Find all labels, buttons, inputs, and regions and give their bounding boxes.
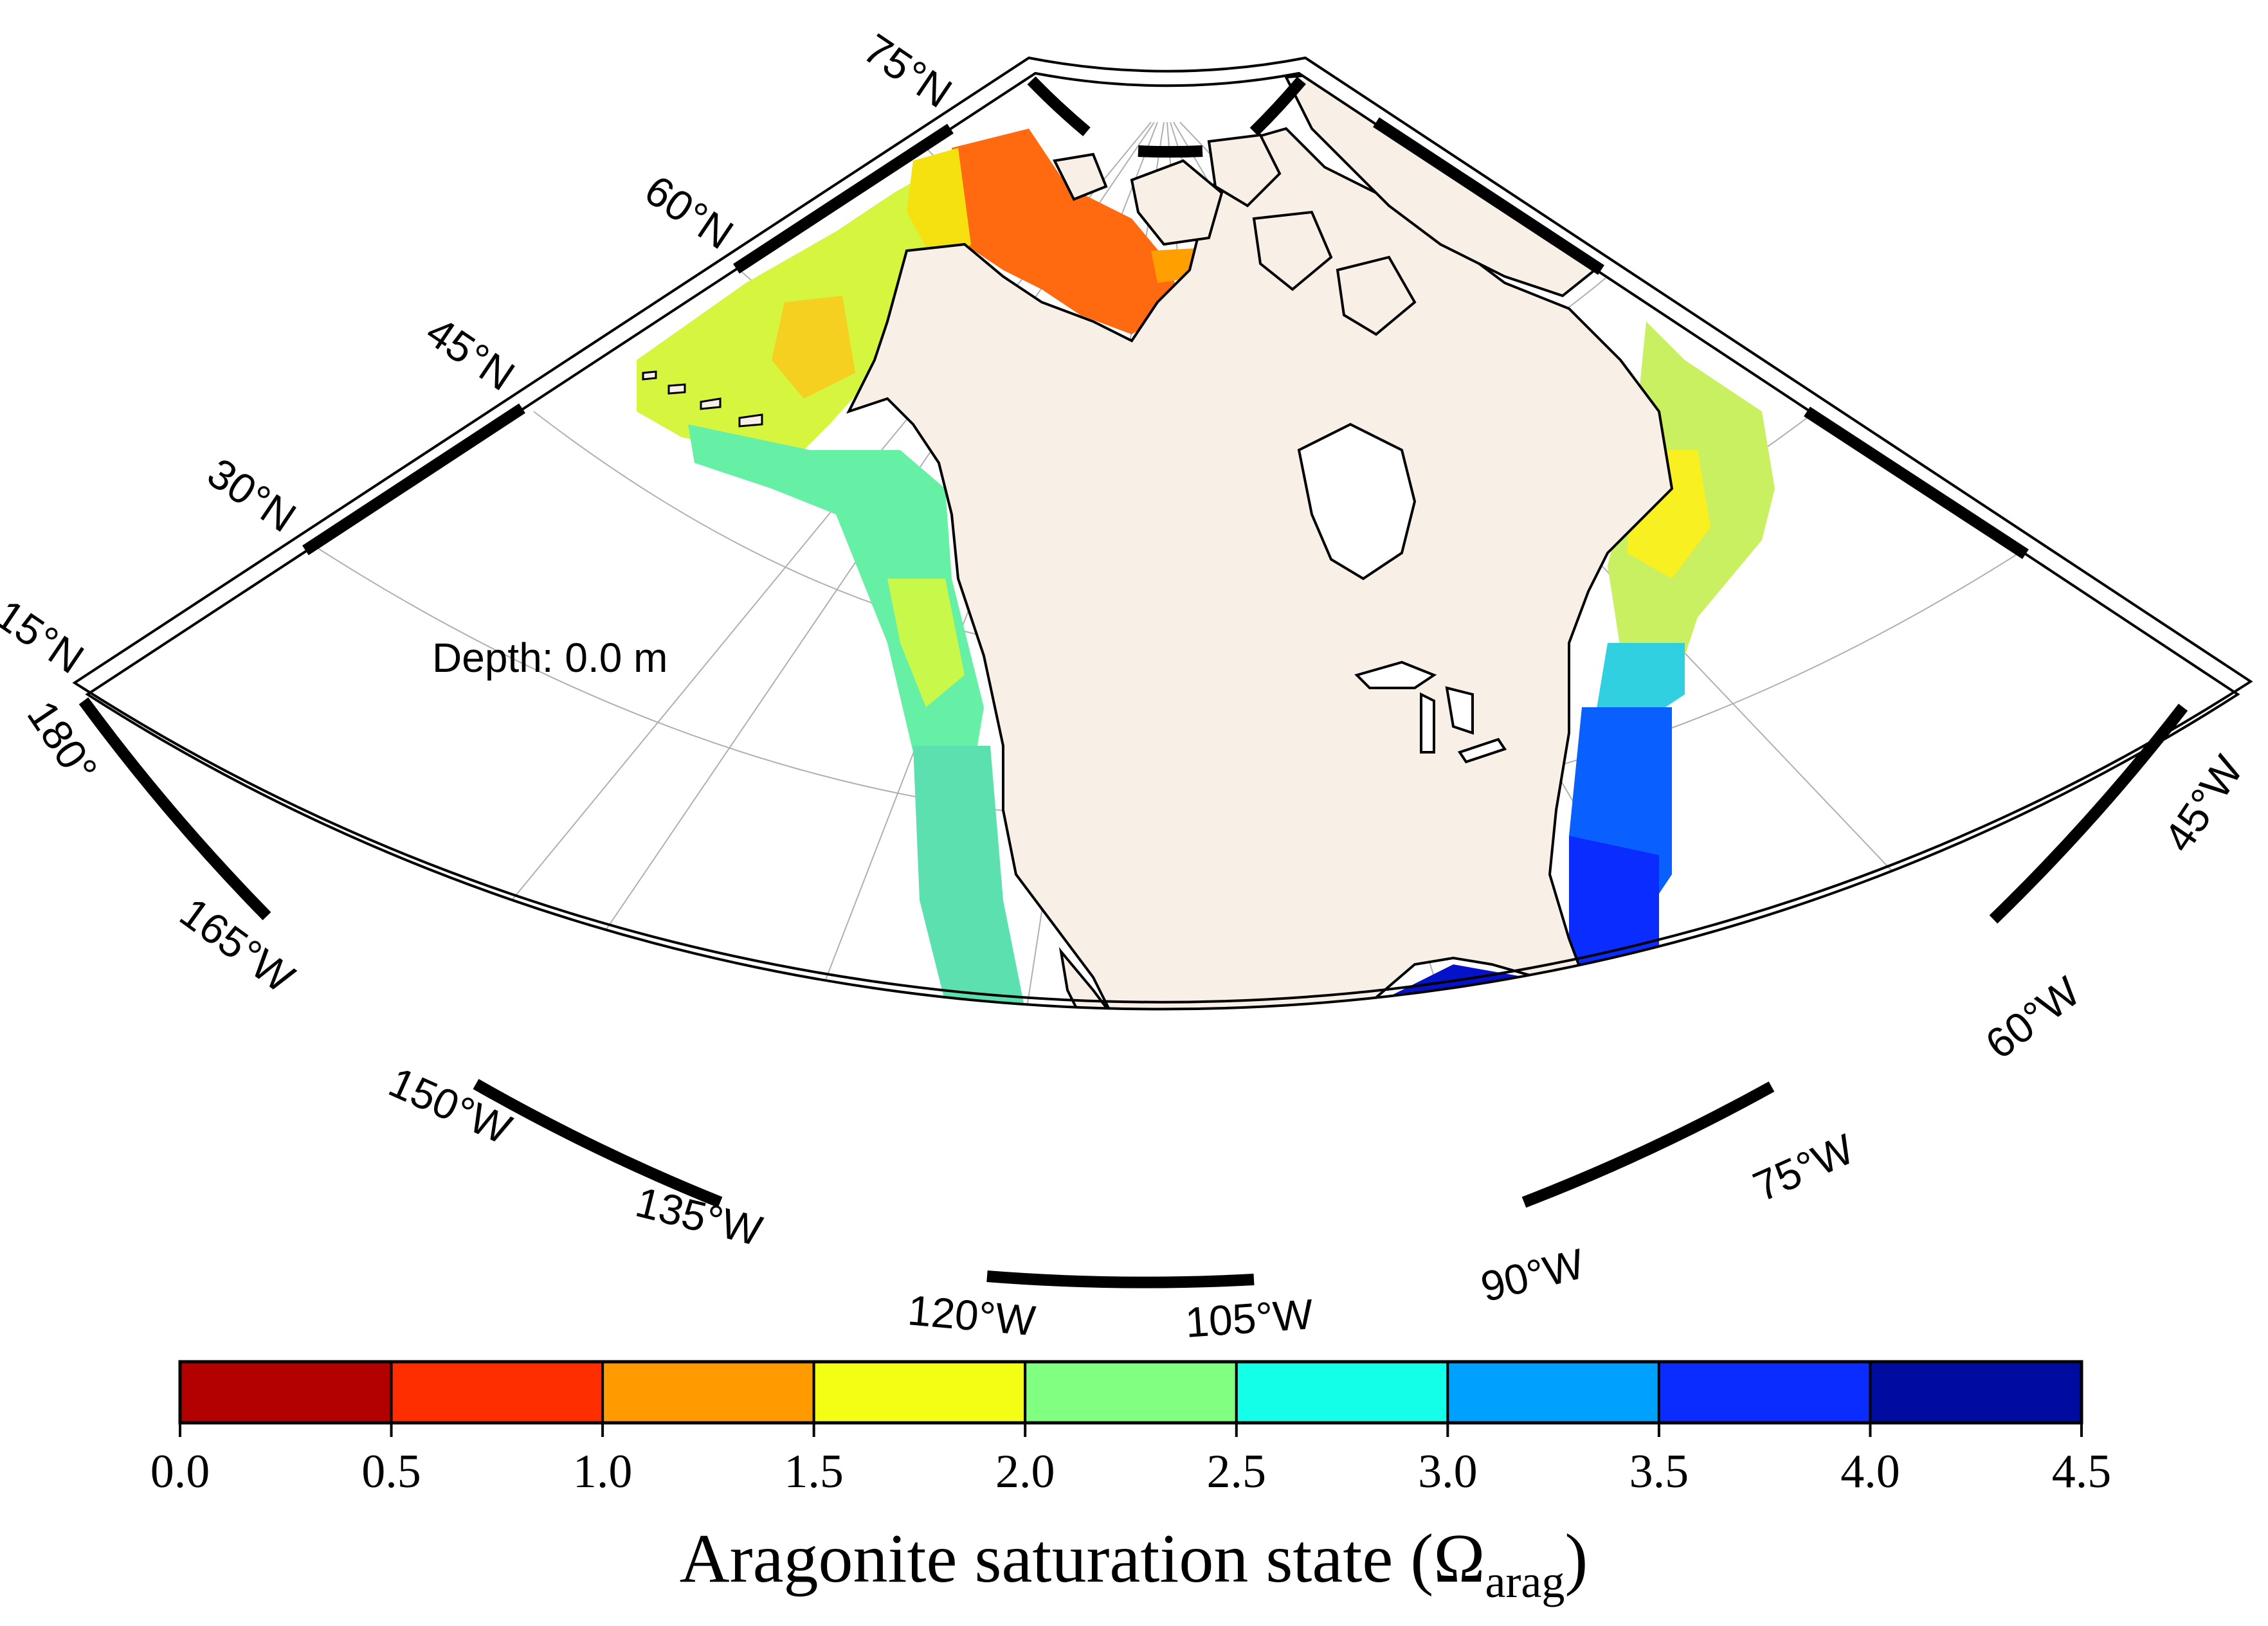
colorbar-title-close: ) xyxy=(1565,1521,1588,1597)
land-hawaii xyxy=(404,872,458,966)
colorbar-tick-label: 4.5 xyxy=(2052,1445,2112,1498)
colorbar-bin xyxy=(1235,1360,1449,1424)
lake-huron xyxy=(1445,686,1474,735)
frame-segment-left xyxy=(733,123,954,274)
colorbar-tick-label: 3.0 xyxy=(1418,1445,1478,1498)
colorbar-bin xyxy=(179,1360,393,1424)
colorbar-frame xyxy=(178,1360,2083,1425)
frame-segment-bottom xyxy=(986,1270,1255,1288)
ocean-data-pacific xyxy=(637,167,1183,1170)
lon-label-105w: 105°W xyxy=(1184,1290,1315,1346)
data-field-arctic-orange xyxy=(952,129,1183,334)
lon-label-150w: 150°W xyxy=(382,1058,518,1153)
data-field-alaska-yellow xyxy=(772,296,855,399)
lat-label-30n: 30°N xyxy=(199,449,305,541)
frame-segment-right xyxy=(1373,117,1604,275)
lon-label-165w: 165°W xyxy=(172,888,304,1002)
data-field-gulf-west xyxy=(1350,1042,1415,1132)
land-jamaica xyxy=(1685,1093,1717,1103)
lat-label-60n: 60°N xyxy=(637,166,742,258)
frame-outer xyxy=(72,56,2253,1004)
colorbar-tick-label: 2.5 xyxy=(1207,1445,1267,1498)
land-arctic-island xyxy=(1207,133,1282,208)
caribbean-islands xyxy=(1582,1022,1826,1103)
colorbar-bin xyxy=(1024,1360,1238,1424)
frame-segment-bottom xyxy=(1521,1081,1775,1208)
great-lakes xyxy=(1354,660,1507,764)
data-field-pacific-yellow xyxy=(887,579,965,707)
data-field-pacific-coast xyxy=(913,746,1145,1009)
colorbar-bin xyxy=(601,1360,815,1424)
data-field-arctic-yellow xyxy=(907,148,971,270)
frame-segment-arctic xyxy=(1027,76,1091,136)
depth-label: Depth: 0.0 m xyxy=(432,635,667,681)
frame-inner xyxy=(85,71,2240,1011)
data-field-pacific-gulf xyxy=(688,424,984,752)
lat-label-45n: 45°N xyxy=(418,307,523,400)
colorbar-title-subscript: arag xyxy=(1485,1556,1565,1607)
data-field-pacific-south xyxy=(1003,1080,1183,1170)
lat-label-75n: 75°N xyxy=(855,24,961,117)
frame-segment-left xyxy=(302,403,525,556)
lon-label-60w: 60°W xyxy=(1977,967,2089,1068)
frame-segment-arctic xyxy=(1249,77,1306,136)
data-field-atlantic-mid xyxy=(1595,643,1685,720)
colorbar-tick-label: 0.0 xyxy=(150,1445,210,1498)
frame-segment-arctic xyxy=(1138,145,1203,158)
colorbar-tick-label: 1.5 xyxy=(784,1445,844,1498)
land-aleutians xyxy=(642,370,763,428)
colorbar-tick-label: 1.0 xyxy=(573,1445,633,1498)
colorbar-tick-label: 0.5 xyxy=(361,1445,421,1498)
colorbar-tick-label: 4.0 xyxy=(1840,1445,1900,1498)
land-arctic-island xyxy=(1336,255,1417,336)
data-field-florida xyxy=(1569,836,1659,1009)
map-frame xyxy=(72,56,2253,1011)
frame-segment-bottom xyxy=(1989,703,2188,924)
colorbar-bin xyxy=(1869,1360,2083,1424)
lake-erie xyxy=(1457,737,1507,764)
hudson-bay xyxy=(1297,422,1417,581)
lake-superior xyxy=(1354,660,1437,689)
colorbar-bin xyxy=(390,1360,604,1424)
frame-segment-bottom xyxy=(473,1079,723,1208)
colorbar-tick-label: 2.0 xyxy=(995,1445,1055,1498)
colorbar-title-main: Aragonite saturation state (Ω xyxy=(680,1521,1485,1597)
land-arctic-island xyxy=(1252,210,1333,291)
colorbar-bin xyxy=(1657,1360,1872,1424)
lon-label-90w: 90°W xyxy=(1476,1239,1589,1310)
colorbar-bin xyxy=(1446,1360,1660,1424)
lon-label-120w: 120°W xyxy=(906,1286,1038,1344)
lake-michigan xyxy=(1420,692,1435,754)
lon-label-45w: 45°W xyxy=(2154,746,2252,860)
lat-label-15n: 15°N xyxy=(0,590,93,683)
colorbar-title: Aragonite saturation state (Ωarag) xyxy=(680,1521,1588,1607)
colorbar-tick-label: 3.5 xyxy=(1629,1445,1689,1498)
lon-label-75w: 75°W xyxy=(1746,1125,1862,1211)
land-hispaniola xyxy=(1755,1022,1826,1054)
frame-segment-bottom xyxy=(78,697,271,921)
land-north-america xyxy=(846,127,1674,1009)
colorbar-bin xyxy=(812,1360,1027,1424)
frame-segment-right xyxy=(1804,406,2029,559)
land-cuba xyxy=(1582,1048,1736,1087)
frame-scale-segments xyxy=(78,76,2188,1288)
land-arctic-island xyxy=(1053,152,1108,201)
colorbar: 0.0 0.5 1.0 1.5 2.0 2.5 3.0 3.5 4.0 4.5 xyxy=(150,1360,2112,1498)
land-baja-california xyxy=(1058,947,1172,1009)
land-arctic-island xyxy=(1130,159,1224,246)
